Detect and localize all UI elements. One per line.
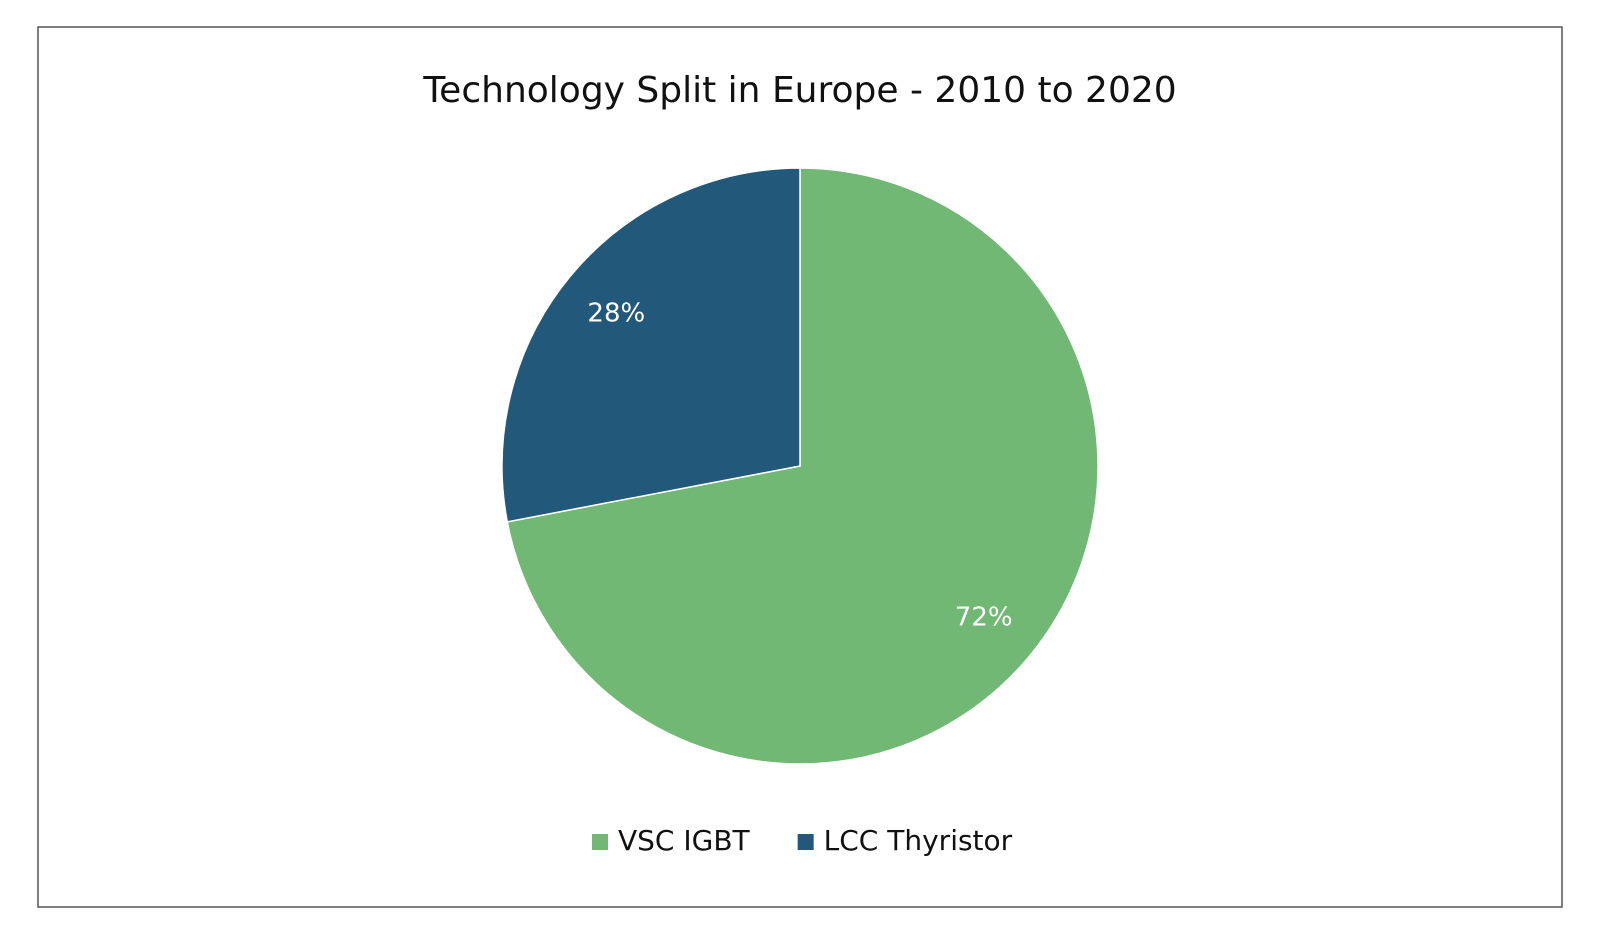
chart-title: Technology Split in Europe - 2010 to 202…	[422, 70, 1176, 111]
legend-label: VSC IGBT	[618, 824, 751, 857]
legend-marker	[797, 834, 814, 850]
legend-marker	[592, 834, 608, 850]
pie-slice	[501, 167, 801, 523]
pie-slice	[506, 167, 1099, 765]
legend-label: LCC Thyristor	[824, 824, 1013, 857]
data-label: 28%	[587, 299, 645, 329]
data-label: 72%	[955, 602, 1013, 632]
